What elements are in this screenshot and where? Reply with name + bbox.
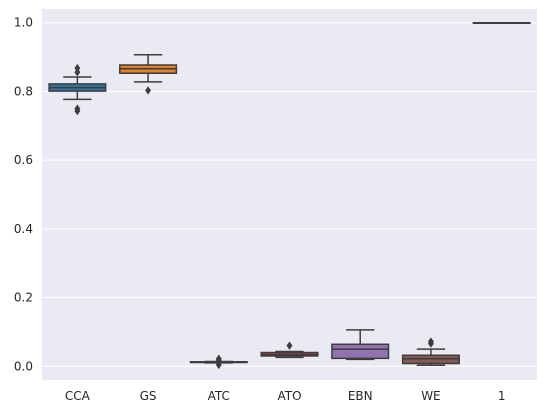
box-WE xyxy=(401,337,460,366)
outlier-marker xyxy=(215,355,222,365)
x-tick-label: WE xyxy=(421,389,440,403)
y-tick-label: 0.4 xyxy=(14,222,33,236)
box-GS xyxy=(119,53,178,95)
grid-lines xyxy=(42,22,537,367)
outlier-marker xyxy=(286,341,293,350)
y-axis: 0.0 0.2 0.4 0.6 0.8 1.0 xyxy=(14,16,33,374)
x-tick-label: GS xyxy=(140,389,157,403)
y-tick-label: 0.8 xyxy=(14,84,33,98)
plot-area xyxy=(42,9,537,380)
boxes xyxy=(48,21,531,370)
x-tick-label: CCA xyxy=(65,389,91,403)
box-EBN xyxy=(331,329,390,361)
box-iqr xyxy=(331,343,390,360)
box-ATC xyxy=(189,354,248,370)
box-CCA xyxy=(48,63,107,116)
y-tick-label: 0.6 xyxy=(14,153,33,167)
x-tick-label: ATC xyxy=(208,389,230,403)
x-tick-label: EBN xyxy=(348,389,373,403)
y-tick-label: 1.0 xyxy=(14,16,33,30)
outlier-marker xyxy=(215,360,222,370)
y-tick-label: 0.0 xyxy=(14,359,33,373)
x-axis: CCA GS ATC ATO EBN WE 1 xyxy=(65,389,506,403)
y-tick-label: 0.2 xyxy=(14,291,33,305)
x-tick-label: 1 xyxy=(498,389,506,403)
box-ATO xyxy=(260,341,319,359)
outlier-marker xyxy=(145,86,152,95)
outlier-marker xyxy=(427,339,434,348)
outlier-marker xyxy=(74,68,81,77)
x-tick-label: ATO xyxy=(277,389,301,403)
box-1 xyxy=(472,21,531,24)
outlier-marker xyxy=(74,106,81,116)
